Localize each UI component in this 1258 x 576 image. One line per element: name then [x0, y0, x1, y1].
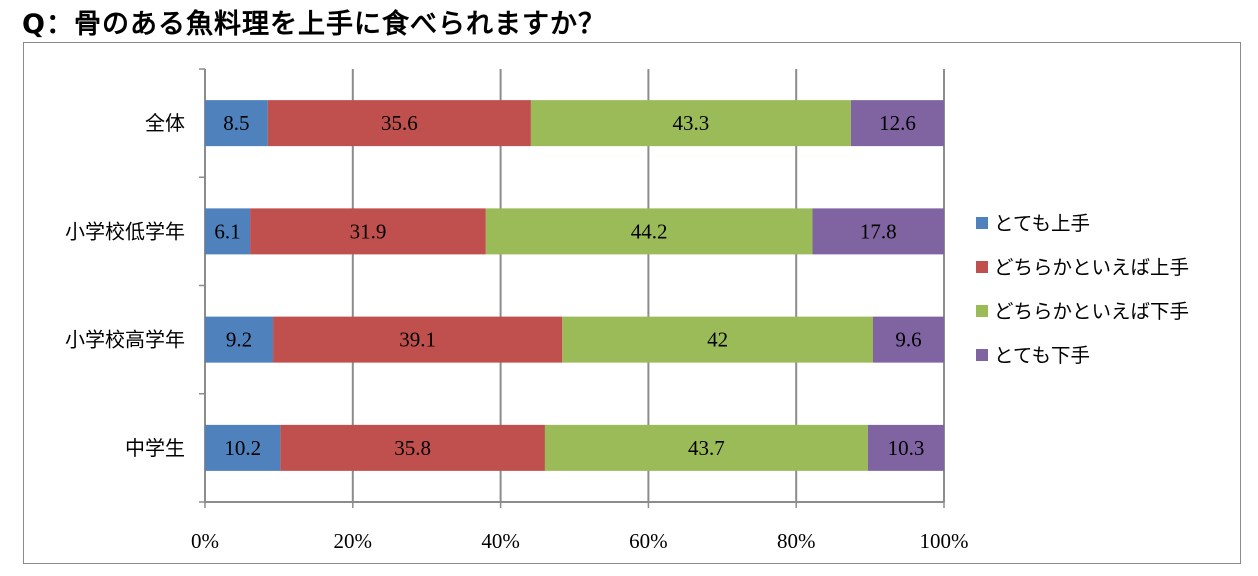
- bar-segment: [544, 424, 868, 471]
- bar-segment: [530, 100, 851, 147]
- question-title: Q：骨のある魚料理を上手に食べられますか？: [22, 9, 606, 40]
- category-label: 小学校低学年: [65, 219, 185, 243]
- legend-swatch: [976, 217, 988, 229]
- x-tick-label: 40%: [481, 529, 520, 553]
- x-tick-labels: 0% 20% 40% 60% 80% 100%: [191, 529, 969, 553]
- bar-segment: [205, 424, 281, 471]
- bar-segment: [250, 208, 486, 255]
- data-label: 6.1: [214, 219, 240, 243]
- bar-segment: [205, 316, 274, 363]
- legend-label: どちらかといえば下手: [994, 300, 1189, 323]
- bar-segment: [485, 208, 813, 255]
- data-label: 31.9: [350, 219, 387, 243]
- bar-segment: [850, 100, 944, 147]
- x-tick-label: 60%: [629, 529, 668, 553]
- data-label: 10.2: [224, 436, 261, 460]
- legend-swatch: [976, 305, 988, 317]
- data-label: 35.8: [394, 436, 431, 460]
- data-label: 43.7: [688, 436, 725, 460]
- legend-label: とても下手: [994, 344, 1090, 367]
- legend-swatch: [976, 261, 988, 273]
- bar-segment: [812, 208, 944, 255]
- data-label: 44.2: [631, 219, 668, 243]
- legend-swatch: [976, 349, 988, 361]
- x-tick-label: 20%: [334, 529, 373, 553]
- legend-label: どちらかといえば上手: [994, 256, 1189, 279]
- data-label: 42: [707, 328, 728, 352]
- x-tick-label: 0%: [191, 529, 219, 553]
- bar-segment: [867, 424, 944, 471]
- chart-frame: [23, 42, 1241, 564]
- bar-segment: [205, 208, 251, 255]
- category-label: 小学校高学年: [65, 328, 185, 352]
- bar-segment: [872, 316, 944, 363]
- data-label: 39.1: [399, 328, 436, 352]
- data-label: 35.6: [381, 111, 418, 135]
- data-label: 9.2: [226, 328, 252, 352]
- x-tick-label: 100%: [920, 529, 969, 553]
- data-label: 17.8: [860, 219, 897, 243]
- data-label: 8.5: [223, 111, 249, 135]
- bar-segment: [267, 100, 531, 147]
- category-label: 全体: [145, 111, 185, 135]
- data-label: 10.3: [888, 436, 925, 460]
- bar-segment: [562, 316, 873, 363]
- x-tick-label: 80%: [777, 529, 816, 553]
- data-label: 9.6: [895, 328, 921, 352]
- bar-segment: [273, 316, 563, 363]
- data-label: 12.6: [879, 111, 916, 135]
- bar-segment: [205, 100, 268, 147]
- bars: 8.5 35.6 43.3 12.6 6.1 31.9 44.2 17.8 9.2 39.1 42 9…: [205, 100, 944, 471]
- legend-label: とても上手: [994, 212, 1090, 235]
- category-label: 中学生: [125, 436, 185, 460]
- bar-segment: [280, 424, 545, 471]
- data-label: 43.3: [673, 111, 710, 135]
